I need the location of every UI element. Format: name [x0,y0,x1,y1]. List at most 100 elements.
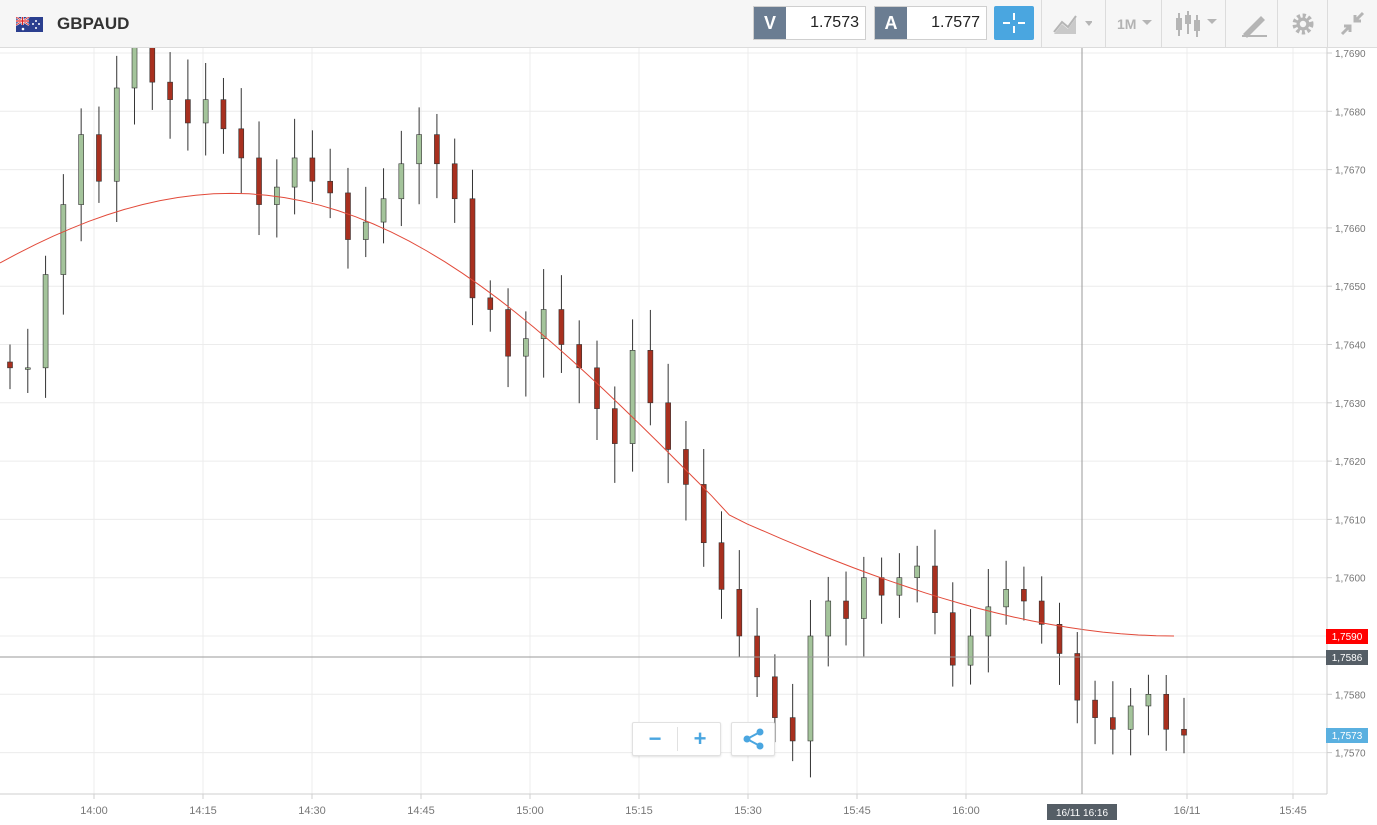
candle-body [576,344,583,369]
candle-body [967,635,974,666]
candle-body [131,48,138,89]
y-tick-label: 1,7610 [1335,515,1366,526]
drawing-tools-button[interactable] [1225,0,1277,48]
candle-body [914,565,920,578]
x-tick-label: 15:45 [843,805,871,817]
candle-body [327,180,333,194]
share-button[interactable] [731,722,775,756]
candle-body [665,402,671,450]
candle-body [629,350,636,444]
y-tick-label: 1,7640 [1335,341,1366,352]
candle-body [861,577,867,619]
zoom-out-button[interactable]: − [648,726,662,751]
y-tick-label: 1,7670 [1335,166,1366,177]
candle-body [949,612,956,666]
x-tick-label: 14:30 [298,805,326,817]
candle-body [718,542,725,590]
x-tick-label: 14:15 [189,805,217,817]
price-chart[interactable]: 1,7690 1,7680 1,7670 1,7660 1,7650 1,7640 1,76… [0,48,1377,825]
y-tick-label: 1,7680 [1335,107,1366,118]
gear-icon [1292,13,1314,35]
candle-body [362,221,369,240]
ask-quote[interactable]: A 1.7577 [874,6,987,40]
candle-body [256,157,262,205]
toolbar: GBPAUD V 1.7573 A 1.7577 1M [0,0,1377,48]
y-tick-label: 1,7600 [1335,574,1366,585]
candle-body [185,99,191,124]
zoom-controls: − + [632,722,721,756]
moving-average-line [0,192,1175,637]
candle-body [754,635,760,678]
drawing-pen-icon [1242,16,1267,38]
candle-body [1145,693,1152,707]
candles [7,48,1187,778]
candle-body [434,134,440,165]
ask-price: 1.7577 [931,14,980,31]
candle-body [274,186,280,205]
share-icon [743,728,764,750]
ask-tag: A [875,7,907,39]
x-tick-label: 15:30 [734,805,762,817]
candle-body [807,635,814,742]
candle-body [611,408,618,444]
candle-body [1181,728,1187,736]
candle-body [789,717,796,742]
zoom-in-button[interactable]: + [693,726,707,751]
candle-body [683,449,689,485]
y-tick-label: 1,7580 [1335,690,1366,701]
candle-body [1092,699,1098,718]
chart-type-dropdown[interactable] [1041,0,1105,48]
crosshair-price-label: 1,7586 [1332,653,1363,664]
collapse-arrows-icon [1340,11,1365,36]
candle-body [96,134,102,182]
candle-body [1127,705,1134,730]
candle-body [238,128,245,159]
area-chart-icon [1053,15,1092,34]
crosshair-button[interactable] [994,6,1034,40]
candle-body [167,81,173,100]
candle-body [1110,717,1116,730]
chart-grid [0,48,1327,794]
candle-body [149,48,156,83]
candle-body [523,338,529,357]
y-tick-label: 1,7620 [1335,457,1366,468]
timeframe-label: 1M [1117,16,1137,32]
candle-body [700,484,707,544]
candle-body [594,367,600,409]
candle-body [558,309,565,345]
ma-price-label: 1,7590 [1332,632,1363,643]
candle-body [1163,693,1170,730]
candle-body [878,577,885,596]
candle-body [985,606,992,637]
crosshair-price-badge [1326,650,1368,665]
candle-body [398,163,405,200]
candle-body [772,676,778,718]
candle-body [291,157,298,188]
candle-body [1038,600,1045,625]
candle-body [60,204,67,275]
candle-body [1056,624,1063,654]
candle-style-dropdown[interactable] [1161,0,1225,48]
timeframe-dropdown[interactable]: 1M [1105,0,1161,48]
bid-tag: V [754,7,786,39]
x-tick-label: 16:00 [952,805,980,817]
crosshair-time-label: 16/11 16:16 [1056,808,1109,819]
candle-body [416,134,422,165]
collapse-button[interactable] [1327,0,1377,48]
x-tick-label: 15:00 [516,805,544,817]
candle-body [78,134,84,205]
candle-body [1003,589,1009,608]
y-tick-label: 1,7690 [1335,49,1366,60]
candle-body [540,309,547,339]
crosshair-time-badge [1047,804,1117,820]
candle-body [380,198,387,223]
candle-body [42,274,49,369]
settings-button[interactable] [1277,0,1327,48]
y-tick-label: 1,7570 [1335,749,1366,760]
candle-body [1074,653,1081,701]
x-tick-label: 14:45 [407,805,435,817]
bid-quote[interactable]: V 1.7573 [753,6,866,40]
gb-au-flag-icon [16,17,43,32]
x-axis: 14:00 14:15 14:30 14:45 15:00 15:15 15:30 15:45… [80,794,1307,817]
candle-body [220,99,227,130]
